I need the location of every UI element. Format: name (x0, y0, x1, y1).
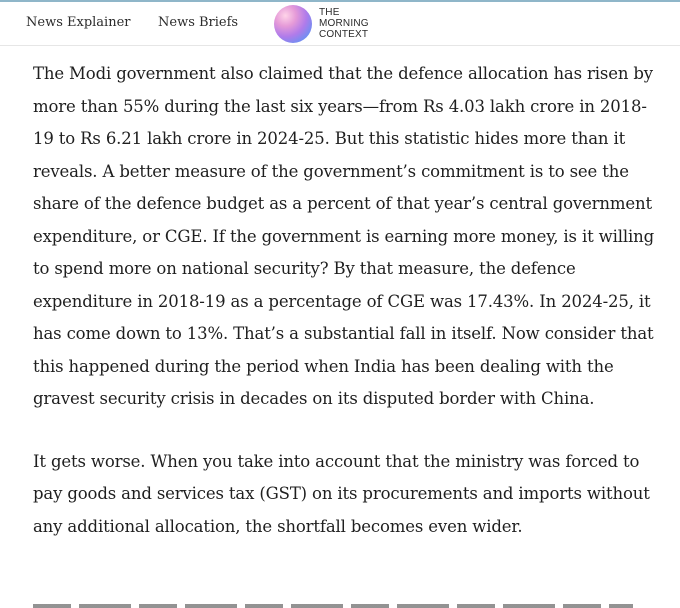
nav-link-news-briefs[interactable]: News Briefs (158, 15, 239, 30)
nav-link-news-explainer[interactable]: News Explainer (26, 15, 131, 30)
cut-off-text-line (33, 604, 633, 608)
article-paragraph: The Modi government also claimed that th… (33, 64, 655, 408)
logo-orb-icon (274, 5, 312, 43)
logo-line-1: THE (319, 7, 340, 18)
logo-line-2: MORNING (319, 18, 369, 29)
article-paragraph: It gets worse. When you take into accoun… (33, 451, 650, 536)
next-paragraph-cutoff (0, 598, 680, 608)
logo-line-3: CONTEXT (319, 29, 369, 40)
logo-wordmark: THE MORNING CONTEXT (319, 7, 369, 40)
site-header: News Explainer News Briefs THE MORNING C… (0, 2, 680, 46)
article-body: The Modi government also claimed that th… (33, 58, 663, 543)
top-accent-line (0, 0, 680, 2)
site-logo[interactable]: THE MORNING CONTEXT (274, 3, 394, 43)
